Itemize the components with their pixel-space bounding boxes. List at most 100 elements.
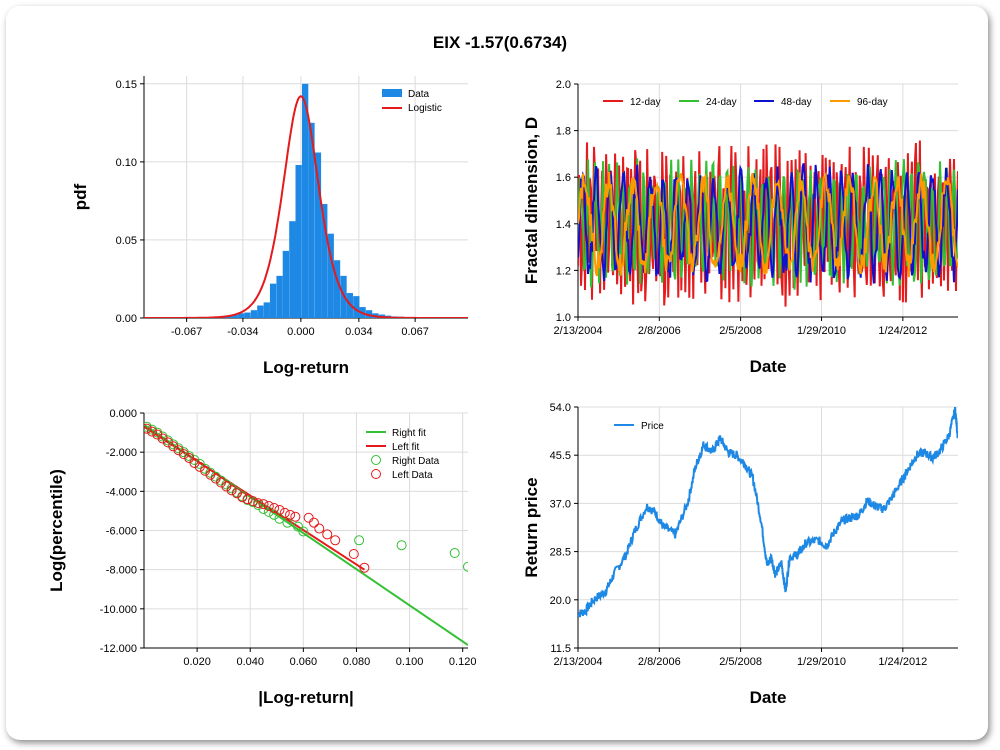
y-axis-label: pdf bbox=[71, 183, 90, 210]
legend-swatch-data bbox=[382, 89, 402, 97]
left-data-point bbox=[330, 535, 341, 546]
left-data-point bbox=[269, 502, 280, 513]
y-tick-label: -8.000 bbox=[106, 565, 137, 577]
left-data-point bbox=[348, 549, 359, 559]
histogram-bar bbox=[321, 204, 328, 318]
y-tick-label: -4.000 bbox=[106, 486, 137, 498]
left-data-point bbox=[216, 477, 227, 488]
plot-area bbox=[144, 83, 468, 318]
left-data-point bbox=[226, 485, 237, 496]
legend-label-data: Data bbox=[408, 89, 430, 100]
x-tick-label: 0.000 bbox=[287, 326, 315, 338]
chart-frame bbox=[6, 6, 988, 740]
price-line bbox=[578, 407, 958, 618]
histogram-bar bbox=[238, 313, 245, 318]
x-tick-label: 2/8/2006 bbox=[638, 656, 681, 668]
left-data-point bbox=[237, 492, 248, 503]
y-axis-label: Log(percentile) bbox=[47, 469, 66, 592]
left-data-point bbox=[253, 498, 264, 509]
right-data-point bbox=[449, 548, 460, 559]
y-tick-label: 0.05 bbox=[116, 235, 137, 247]
left-data-point bbox=[314, 523, 325, 534]
legend-label-right-fit: Right fit bbox=[392, 428, 426, 439]
histogram-bar bbox=[308, 122, 315, 318]
plot-area bbox=[578, 407, 958, 618]
y-tick-label: 20.0 bbox=[550, 595, 571, 607]
x-tick-label: 2/8/2006 bbox=[638, 325, 681, 337]
left-data-point bbox=[173, 445, 184, 456]
x-tick-label: -0.067 bbox=[171, 326, 202, 338]
series-line-96-day bbox=[578, 171, 958, 278]
y-tick-label: 1.8 bbox=[556, 126, 571, 138]
left-data-point bbox=[359, 562, 370, 573]
x-tick-label: 1/29/2010 bbox=[797, 656, 846, 668]
left-data-point bbox=[144, 423, 152, 434]
left-data-point bbox=[308, 517, 319, 528]
histogram-bar bbox=[365, 310, 373, 318]
right-data-point bbox=[258, 503, 269, 514]
right-data-point bbox=[463, 561, 468, 572]
x-tick-label: -0.034 bbox=[227, 326, 258, 338]
x-axis-label: Log-return bbox=[263, 358, 349, 377]
histogram-bar bbox=[301, 83, 309, 318]
x-tick-label: 0.067 bbox=[401, 326, 429, 338]
legend-label-right-data: Right Data bbox=[392, 456, 440, 467]
left-data-point bbox=[279, 507, 290, 518]
x-tick-label: 2/5/2008 bbox=[719, 656, 762, 668]
left-data-point bbox=[221, 481, 232, 492]
left-data-point bbox=[168, 441, 179, 452]
panel-tails: 0.000 -2.000 -4.000 -6.000 -8.000 -10.000 -12.… bbox=[47, 408, 476, 707]
histogram-bar bbox=[250, 310, 258, 318]
x-tick-label: 0.020 bbox=[183, 656, 211, 668]
y-tick-label: 37.0 bbox=[550, 498, 571, 510]
y-tick-label: 1.6 bbox=[556, 172, 571, 184]
histogram-bar bbox=[225, 316, 232, 318]
legend-label-logistic: Logistic bbox=[408, 103, 442, 114]
right-data-point bbox=[396, 540, 407, 551]
y-tick-label: 1.4 bbox=[556, 219, 571, 231]
y-tick-label: -2.000 bbox=[106, 447, 137, 459]
left-data-point bbox=[178, 449, 189, 460]
panel-pdf: 0.00 0.05 0.10 0.15 -0.067 -0.034 0.000 0.034 0.… bbox=[71, 76, 468, 377]
x-tick-label: 0.120 bbox=[449, 656, 477, 668]
x-tick-label: 0.080 bbox=[343, 656, 371, 668]
left-data-point bbox=[274, 504, 285, 515]
y-axis-label: Fractal dimension, D bbox=[522, 117, 541, 284]
right-data-point bbox=[263, 506, 274, 517]
legend-label-48-day: 48-day bbox=[781, 97, 812, 108]
left-data-point bbox=[189, 457, 200, 468]
y-tick-label: 2.0 bbox=[556, 79, 571, 91]
histogram-bar bbox=[282, 250, 290, 318]
left-data-point bbox=[210, 473, 221, 484]
histogram-bar bbox=[340, 275, 347, 318]
logistic-fit-line bbox=[144, 95, 468, 318]
y-tick-label: 54.0 bbox=[550, 402, 571, 414]
left-data-point bbox=[157, 433, 168, 444]
plot-area bbox=[144, 421, 468, 646]
left-data-point bbox=[194, 461, 205, 472]
histogram-bar bbox=[333, 260, 341, 318]
x-tick-label: 0.034 bbox=[345, 326, 373, 338]
x-tick-label: 0.100 bbox=[396, 656, 424, 668]
plot-area bbox=[578, 140, 958, 307]
y-tick-label: 1.0 bbox=[556, 312, 571, 324]
legend-label-24-day: 24-day bbox=[706, 97, 737, 108]
histogram-bar bbox=[327, 233, 334, 318]
x-axis-label: |Log-return| bbox=[258, 688, 353, 707]
left-data-point bbox=[247, 496, 258, 507]
y-tick-label: 28.5 bbox=[550, 547, 571, 559]
y-axis-label: Return price bbox=[522, 477, 541, 577]
left-data-point bbox=[290, 511, 301, 522]
x-axis-label: Date bbox=[750, 688, 787, 707]
x-tick-label: 1/24/2012 bbox=[878, 325, 927, 337]
histogram-bar bbox=[263, 302, 270, 318]
histogram-bar bbox=[276, 275, 283, 318]
histogram-bar bbox=[295, 164, 302, 318]
x-axis-label: Date bbox=[750, 357, 787, 376]
left-data-point bbox=[322, 529, 333, 540]
y-tick-label: -12.000 bbox=[100, 643, 137, 655]
y-tick-label: 0.15 bbox=[116, 79, 137, 91]
legend-swatch-left-data bbox=[371, 469, 381, 479]
left-data-point bbox=[285, 509, 296, 520]
